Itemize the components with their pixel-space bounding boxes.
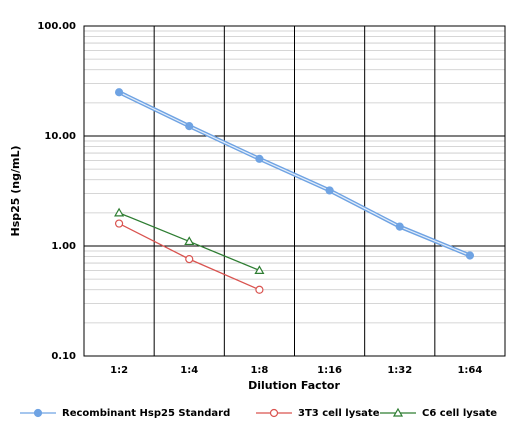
legend-label: C6 cell lysate <box>422 408 497 419</box>
y-tick-label: 100.00 <box>37 21 76 32</box>
marker <box>325 186 334 195</box>
legend-label: 3T3 cell lysate <box>298 408 380 419</box>
marker <box>395 222 404 231</box>
x-axis-label: Dilution Factor <box>248 379 340 392</box>
marker <box>255 285 264 294</box>
marker <box>184 236 195 246</box>
y-tick-label: 0.10 <box>51 351 76 362</box>
plot-border <box>83 25 506 357</box>
marker <box>114 88 124 97</box>
marker <box>269 408 279 418</box>
series-line-highlight <box>118 91 471 257</box>
marker <box>465 251 475 260</box>
marker <box>114 219 124 228</box>
x-tick-label: 1:64 <box>457 365 482 376</box>
marker <box>185 255 194 264</box>
marker <box>185 122 194 131</box>
legend-label: Recombinant Hsp25 Standard <box>62 408 230 419</box>
marker <box>114 207 125 217</box>
x-tick-label: 1:32 <box>387 365 412 376</box>
y-tick-label: 10.00 <box>44 131 76 142</box>
marker <box>255 154 264 163</box>
marker <box>254 265 265 275</box>
y-axis-label: Hsp25 (ng/mL) <box>9 145 22 236</box>
x-tick-label: 1:16 <box>317 365 342 376</box>
x-tick-label: 1:8 <box>250 365 268 376</box>
y-tick-label: 1.00 <box>51 241 76 252</box>
marker <box>33 408 43 418</box>
x-tick-label: 1:4 <box>180 365 198 376</box>
marker <box>392 407 404 417</box>
x-tick-label: 1:2 <box>110 365 128 376</box>
